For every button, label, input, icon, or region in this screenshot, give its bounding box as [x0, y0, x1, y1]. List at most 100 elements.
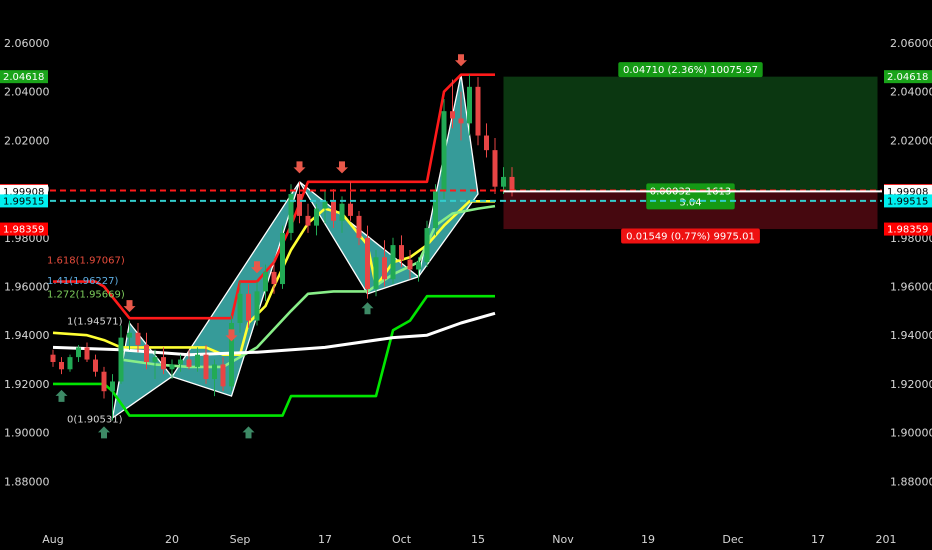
- x-tick-label: Nov: [552, 533, 574, 546]
- candle-body: [212, 364, 217, 380]
- price-tag-text: 1.98359: [887, 225, 928, 236]
- candle-body: [399, 245, 404, 260]
- candle-body: [314, 208, 319, 226]
- candle: [161, 347, 166, 375]
- candle: [169, 359, 175, 380]
- position-info-label-text: 3.04: [679, 197, 701, 208]
- candle: [416, 257, 421, 282]
- candle-body: [390, 245, 396, 280]
- candle-body: [203, 354, 209, 380]
- candle-body: [331, 201, 336, 221]
- candle-body: [356, 215, 362, 238]
- candle-body: [407, 259, 413, 270]
- candle-body: [433, 191, 438, 229]
- candle: [458, 91, 464, 141]
- sell-arrow-icon: [455, 54, 467, 67]
- y-tick-label-left: 1.96000: [4, 281, 50, 294]
- candle-body: [152, 357, 158, 362]
- candle-body: [305, 215, 311, 226]
- candle: [501, 167, 506, 194]
- candle: [254, 281, 260, 326]
- y-tick-label-right: 1.88000: [890, 475, 932, 488]
- profit-zone[interactable]: [503, 76, 878, 192]
- price-tag-bg: [0, 194, 48, 208]
- y-tick-label-left: 1.88000: [4, 475, 50, 488]
- candle: [178, 354, 183, 372]
- price-tag-text: 1.98359: [3, 225, 44, 236]
- horizontal-price-lines[interactable]: [0, 189, 882, 202]
- candle: [203, 344, 209, 384]
- price-tag-text: 2.04618: [3, 72, 44, 83]
- candle: [212, 359, 217, 397]
- candle: [475, 77, 481, 146]
- price-tag-bg: [0, 70, 48, 84]
- candle-body: [93, 359, 98, 372]
- x-tick-label: Sep: [230, 533, 251, 546]
- candle-body: [424, 228, 430, 263]
- y-tick-label-right: 2.02000: [890, 134, 932, 147]
- candle-body: [297, 193, 302, 216]
- candle-body: [382, 257, 387, 280]
- candle-body: [195, 354, 200, 367]
- candle: [237, 281, 243, 333]
- candle: [84, 342, 90, 362]
- price-tag-bg: [0, 222, 48, 236]
- candle: [59, 357, 64, 375]
- x-tick-label: 17: [318, 533, 332, 546]
- candle-body: [467, 86, 472, 124]
- candle-body: [59, 361, 64, 370]
- candle-body: [118, 337, 124, 382]
- y-tick-label-right: 2.06000: [890, 37, 932, 50]
- candle: [195, 347, 200, 372]
- price-tag: 1.98359: [0, 222, 48, 236]
- stop-label: 0.01549 (0.77%) 9975.01: [621, 228, 760, 244]
- fib-label: 1.618(1.97067): [47, 256, 125, 267]
- candle: [263, 264, 268, 302]
- candle-body: [127, 332, 132, 338]
- candle-body: [501, 176, 506, 187]
- candle-body: [263, 271, 268, 292]
- sell-arrow-icon: [336, 161, 348, 174]
- x-tick-label: 17: [811, 533, 825, 546]
- buy-arrow-icon: [98, 426, 110, 439]
- candle: [93, 354, 98, 377]
- price-tag: 1.99515: [0, 194, 48, 208]
- long-position-tool[interactable]: 0.04710 (2.36%) 10075.97 0.00032 ~ 16133.…: [503, 62, 878, 244]
- candle-body: [339, 203, 345, 221]
- price-tag-text: 1.99515: [3, 196, 44, 207]
- candle: [356, 211, 362, 246]
- candlesticks: [50, 74, 515, 421]
- price-tag-bg: [884, 222, 932, 236]
- indicator-line: [52, 311, 496, 357]
- candle: [382, 240, 387, 287]
- candle-body: [280, 232, 285, 285]
- fib-label: 1(1.94571): [67, 316, 123, 327]
- y-tick-label-left: 2.06000: [4, 37, 50, 50]
- candle: [135, 323, 141, 353]
- candle: [467, 74, 472, 136]
- price-tags: 2.046182.046181.999401.999401.999081.999…: [0, 70, 932, 236]
- candle: [407, 249, 413, 280]
- candle-body: [169, 364, 175, 370]
- stop-label-text: 0.01549 (0.77%) 9975.01: [626, 232, 755, 243]
- candle-body: [101, 371, 107, 392]
- price-tag: 2.04618: [884, 70, 932, 84]
- candle-body: [67, 357, 73, 370]
- candle-body: [492, 150, 498, 187]
- candle: [424, 220, 430, 268]
- indicator-line: [53, 73, 495, 320]
- candle-body: [76, 347, 81, 358]
- candle: [186, 349, 192, 370]
- price-tag-text: 2.04618: [887, 72, 928, 83]
- candle-body: [229, 323, 234, 387]
- y-tick-label-right: 2.04000: [890, 86, 932, 99]
- candle-body: [271, 271, 277, 285]
- candle-body: [509, 176, 515, 192]
- candle: [50, 349, 56, 367]
- candle: [67, 354, 73, 372]
- candle-body: [348, 203, 353, 216]
- x-tick-label: 201: [876, 533, 897, 546]
- y-tick-label-right: 1.90000: [890, 427, 932, 440]
- price-tag: 1.99515: [884, 194, 932, 208]
